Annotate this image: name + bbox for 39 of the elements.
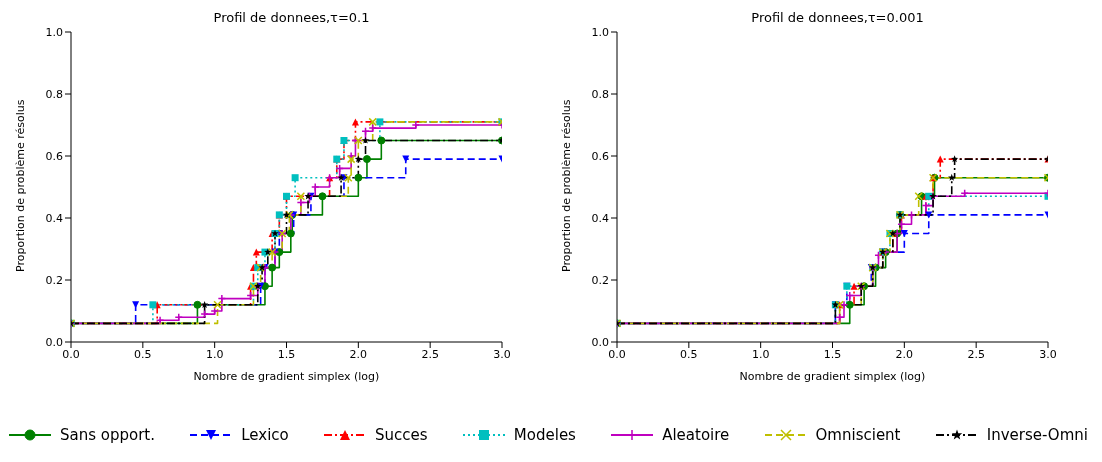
x-tick-label: 2.0 (349, 347, 368, 361)
y-tick-label: 0.0 (591, 335, 609, 349)
legend-label: Inverse-Omni (986, 426, 1088, 444)
y-tick-label: 0.4 (45, 211, 63, 225)
legend-label: Sans opport. (60, 426, 156, 444)
x-tick-label: 1.5 (823, 347, 842, 361)
x-tick-label: 0.0 (62, 347, 80, 361)
legend-label: Omniscient (815, 426, 901, 444)
y-axis-title: Proportion de problème résolus (13, 99, 27, 272)
y-tick-label: 0.8 (591, 87, 609, 101)
x-tick-label: 2.5 (421, 347, 439, 361)
y-tick-label: 0.2 (45, 273, 63, 287)
x-tick-label: 3.0 (493, 347, 511, 361)
y-tick-label: 0.8 (45, 87, 63, 101)
x-tick-label: 0.0 (608, 347, 626, 361)
y-tick-label: 0.6 (45, 149, 63, 163)
x-axis-title: Nombre de gradient simplex (log) (739, 370, 926, 383)
x-tick-label: 3.0 (1039, 347, 1057, 361)
y-tick-label: 1.0 (45, 25, 63, 39)
chart-title: Profil de donnees,τ=0.1 (212, 10, 371, 25)
y-axis-title: Proportion de problème résolus (559, 99, 573, 272)
x-tick-label: 0.5 (134, 347, 152, 361)
y-tick-label: 0.2 (591, 273, 609, 287)
x-tick-label: 0.5 (680, 347, 698, 361)
legend-label: Aleatoire (662, 426, 730, 444)
chart-title: Profil de donnees,τ=0.001 (750, 10, 925, 25)
legend-label: Succes (375, 426, 428, 444)
x-tick-label: 1.5 (277, 347, 296, 361)
x-tick-label: 1.0 (751, 347, 770, 361)
y-tick-label: 0.4 (591, 211, 609, 225)
x-axis-title: Nombre de gradient simplex (log) (193, 370, 380, 383)
y-tick-label: 0.6 (591, 149, 609, 163)
y-tick-label: 0.0 (45, 335, 63, 349)
y-tick-label: 1.0 (591, 25, 609, 39)
x-tick-label: 2.5 (967, 347, 985, 361)
legend-label: Lexico (241, 426, 289, 444)
x-tick-label: 1.0 (205, 347, 224, 361)
x-tick-label: 2.0 (895, 347, 914, 361)
legend-label: Modeles (513, 426, 576, 444)
